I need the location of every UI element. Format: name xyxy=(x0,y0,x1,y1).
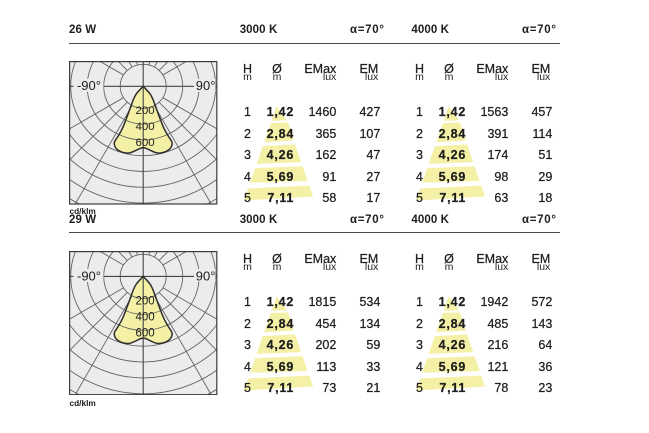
svg-text:600: 600 xyxy=(136,328,155,340)
svg-text:200: 200 xyxy=(136,105,155,117)
svg-text:400: 400 xyxy=(136,121,155,133)
svg-text:90°: 90° xyxy=(196,268,216,283)
svg-text:200: 200 xyxy=(136,296,155,308)
svg-text:-90°: -90° xyxy=(77,78,101,93)
svg-text:90°: 90° xyxy=(196,78,216,93)
svg-text:600: 600 xyxy=(136,137,155,149)
svg-text:400: 400 xyxy=(136,312,155,324)
svg-text:-90°: -90° xyxy=(77,268,101,283)
